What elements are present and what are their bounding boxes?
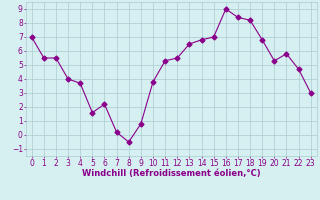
X-axis label: Windchill (Refroidissement éolien,°C): Windchill (Refroidissement éolien,°C) xyxy=(82,169,260,178)
